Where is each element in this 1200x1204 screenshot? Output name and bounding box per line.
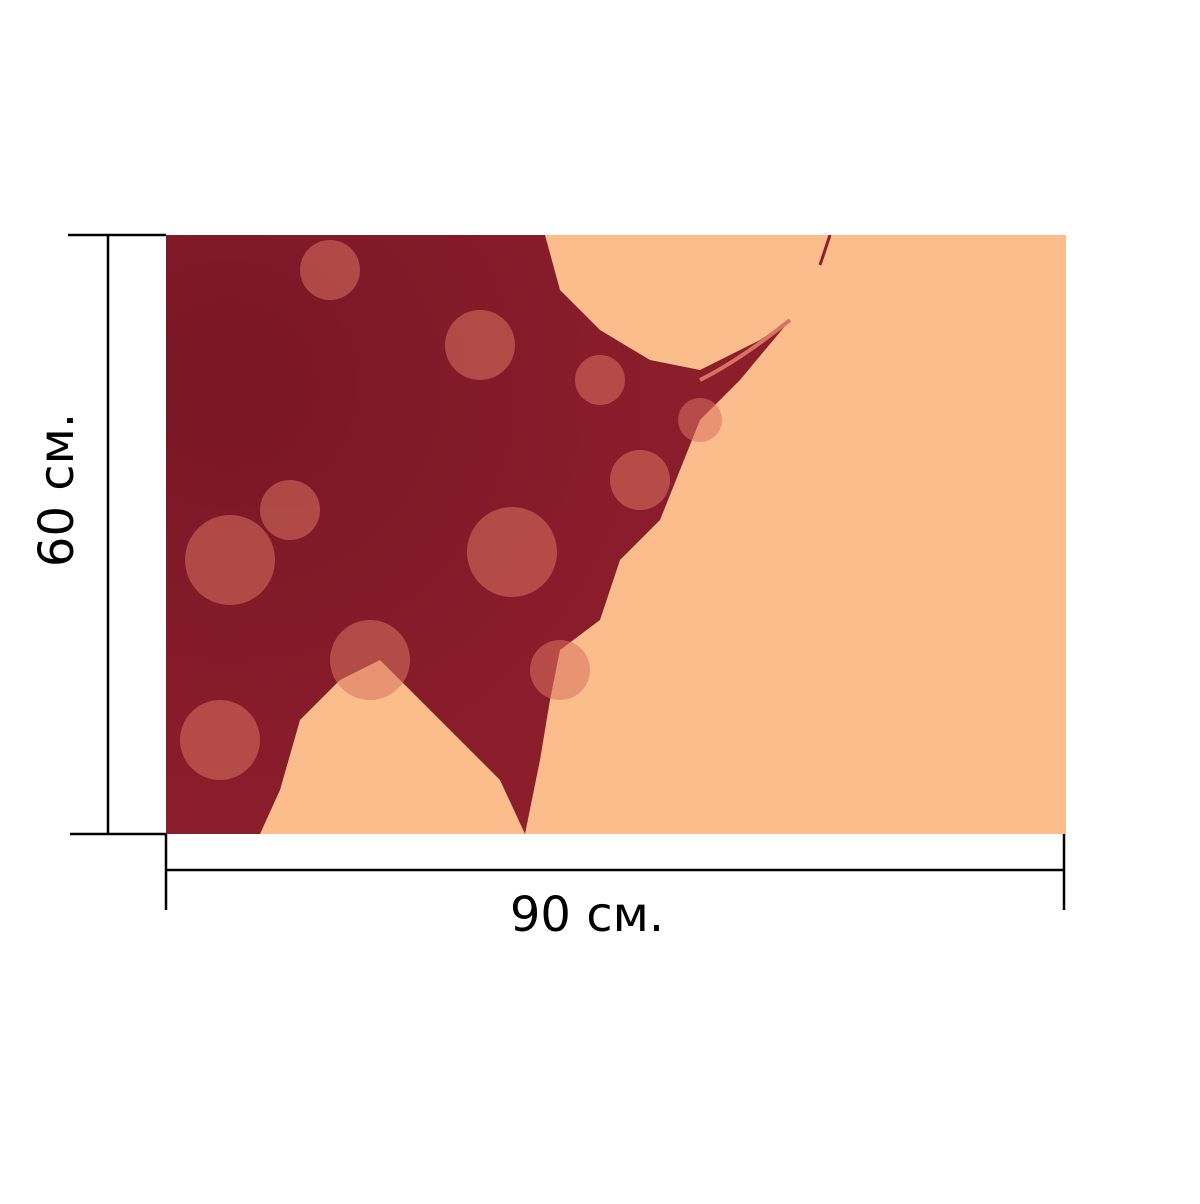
height-dimension: 60 см. — [29, 233, 166, 836]
print-image — [166, 235, 1066, 834]
width-dimension: 90 см. — [164, 834, 1066, 943]
width-label: 90 см. — [510, 887, 664, 943]
height-label: 60 см. — [29, 413, 85, 567]
